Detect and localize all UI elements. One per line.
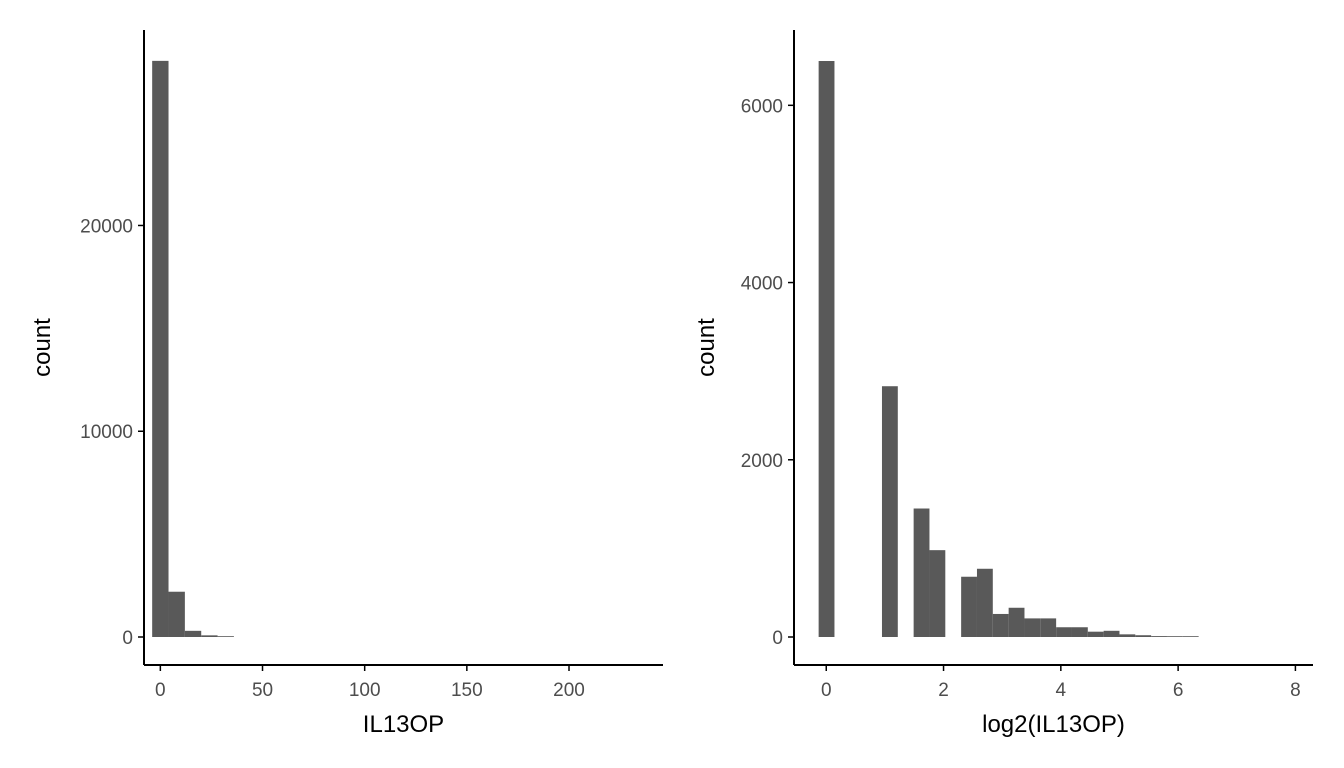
right-y-axis-title: count (693, 318, 720, 377)
right-x-tick-label: 2 (938, 680, 949, 701)
right-histogram-bar (1103, 630, 1120, 637)
left-x-tick-label: 100 (349, 680, 381, 701)
right-y-tick-label: 2000 (741, 451, 783, 472)
right-y-tick-label: 0 (772, 628, 783, 649)
left-y-tick-label: 10000 (80, 422, 133, 443)
right-histogram-bar (1087, 631, 1104, 637)
right-x-tick-label: 4 (1056, 680, 1067, 701)
left-x-tick-label: 200 (553, 680, 585, 701)
right-histogram-bar (913, 508, 930, 637)
right-x-axis-title: log2(IL13OP) (982, 711, 1125, 738)
left-histogram-bar (184, 630, 202, 637)
right-panel: 0 2 4 6 8 0 2000 4000 6000 log2(IL13OP) count (693, 30, 1313, 738)
right-histogram-bar (881, 386, 898, 637)
left-histogram-bar (201, 635, 218, 637)
left-y-tick-label: 20000 (80, 216, 133, 237)
right-y-tick-label: 6000 (741, 96, 783, 117)
right-x-tick-label: 8 (1290, 680, 1301, 701)
left-x-tick-label: 150 (451, 680, 483, 701)
right-histogram-bar (1119, 634, 1136, 637)
right-histogram-bar (961, 576, 977, 637)
left-x-tick-label: 50 (252, 680, 273, 701)
left-histogram-bar (152, 60, 169, 638)
right-histogram-bar (1182, 636, 1199, 637)
right-x-tick-label: 6 (1173, 680, 1184, 701)
right-histogram-bar (992, 613, 1009, 637)
right-histogram-bar (818, 61, 835, 637)
right-histogram-bar (1008, 607, 1025, 637)
right-histogram-bar (1024, 618, 1041, 637)
right-histogram-bar (1071, 627, 1088, 637)
right-histogram-bar (929, 550, 946, 637)
left-y-tick-label: 0 (122, 628, 133, 649)
left-x-axis-title: IL13OP (363, 711, 444, 738)
right-x-tick-label: 0 (821, 680, 832, 701)
right-histogram-bar (1056, 627, 1072, 637)
left-histogram-bar (217, 636, 234, 637)
right-histogram-bar (976, 568, 993, 637)
left-x-tick-label: 0 (155, 680, 166, 701)
right-histogram-bar (1151, 636, 1167, 637)
right-y-tick-label: 4000 (741, 274, 783, 295)
right-histogram-bar (1166, 636, 1183, 637)
left-y-axis-title: count (29, 318, 56, 377)
right-histogram-bar (1040, 618, 1057, 637)
right-histogram-bar (1135, 635, 1152, 637)
left-panel: 0 50 100 150 200 0 10000 20000 IL13OP count (29, 30, 663, 738)
left-histogram-bar (168, 591, 185, 637)
